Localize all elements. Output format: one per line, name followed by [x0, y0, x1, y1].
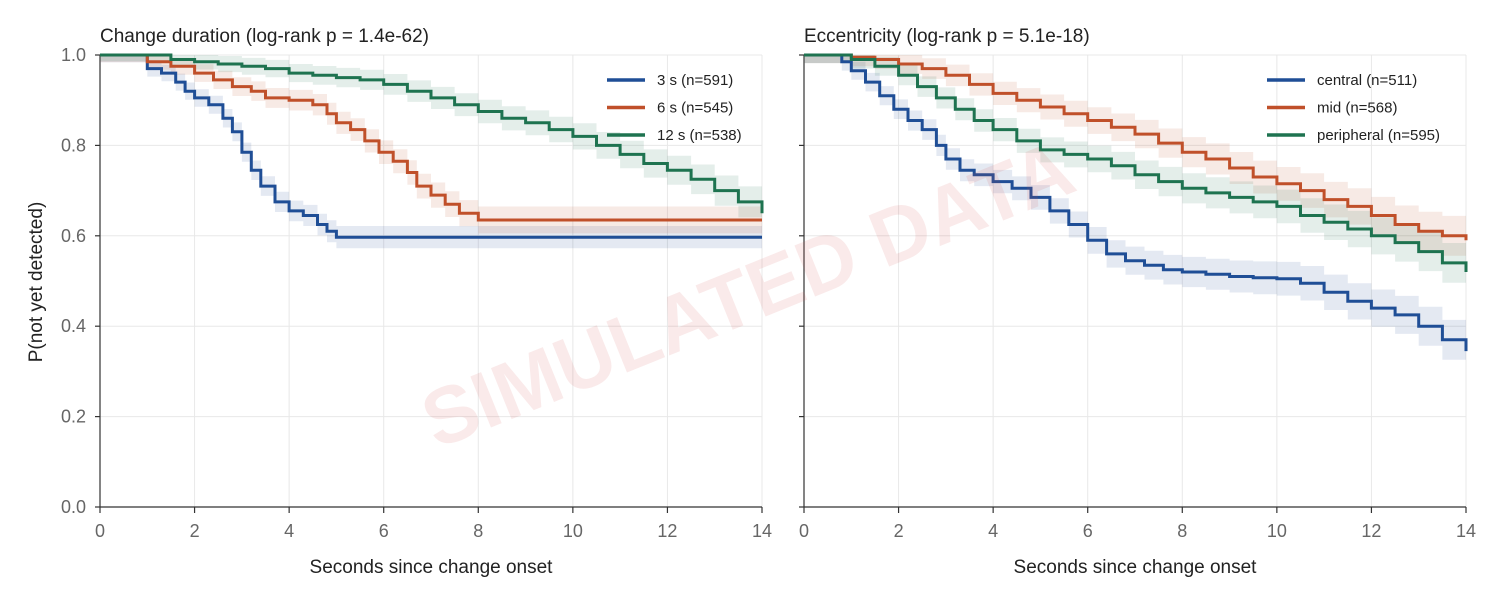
simulated-data-watermark: SIMULATED DATA — [410, 123, 1086, 465]
legend-label-1: 3 s (n=591) — [657, 72, 733, 89]
legend-label-2: 6 s (n=545) — [657, 100, 733, 117]
x-tick-label: 10 — [1267, 521, 1287, 541]
panel-title: Eccentricity (log-rank p = 5.1e-18) — [804, 26, 1090, 47]
x-tick-label: 0 — [95, 521, 105, 541]
y-tick-label: 0.4 — [61, 316, 86, 336]
x-tick-label: 4 — [284, 521, 294, 541]
y-tick-label: 1.0 — [61, 45, 86, 65]
x-tick-label: 6 — [1083, 521, 1093, 541]
x-tick-label: 12 — [657, 521, 677, 541]
legend-label-1: central (n=511) — [1317, 72, 1417, 89]
confidence-band-1 — [804, 55, 1466, 372]
series-line-1 — [100, 53, 762, 239]
y-tick-label: 0.0 — [61, 497, 86, 517]
x-tick-label: 10 — [563, 521, 583, 541]
x-tick-label: 4 — [988, 521, 998, 541]
series-line-1 — [804, 53, 1468, 352]
series-line-3 — [804, 53, 1468, 272]
legend-label-2: mid (n=568) — [1317, 100, 1397, 117]
y-axis-label: P(not yet detected) — [26, 202, 47, 363]
legend-label-3: 12 s (n=538) — [657, 127, 742, 144]
panel-title: Change duration (log-rank p = 1.4e-62) — [100, 26, 429, 47]
x-tick-label: 8 — [473, 521, 483, 541]
panels: 0 2 4 6 8 10 12 14 0.0 0.2 0.4 0.6 0.8 1.0 Change dura… — [61, 26, 1476, 578]
confidence-band-1 — [100, 55, 762, 256]
x-axis-label: Seconds since change onset — [310, 557, 554, 578]
confidence-band-2 — [804, 55, 1466, 261]
x-tick-label: 14 — [752, 521, 772, 541]
x-tick-label: 6 — [379, 521, 389, 541]
chart-panel-1: 0 2 4 6 8 10 12 14 0.0 0.2 0.4 0.6 0.8 1.0 Change dura… — [61, 26, 772, 578]
x-axis-label: Seconds since change onset — [1014, 557, 1258, 578]
y-tick-label: 0.8 — [61, 135, 86, 155]
confidence-band-2 — [100, 55, 762, 239]
series-line-2 — [804, 53, 1468, 241]
legend-label-3: peripheral (n=595) — [1317, 127, 1440, 144]
x-tick-label: 2 — [894, 521, 904, 541]
x-tick-label: 14 — [1456, 521, 1476, 541]
x-tick-label: 0 — [799, 521, 809, 541]
x-tick-label: 2 — [190, 521, 200, 541]
series-line-3 — [100, 53, 764, 214]
y-tick-label: 0.2 — [61, 407, 86, 427]
series-line-2 — [100, 53, 762, 222]
chart-panel-2: 0 2 4 6 8 10 12 14 Eccentricity (log-rank p = 5.… — [799, 26, 1476, 578]
x-tick-label: 12 — [1361, 521, 1381, 541]
y-tick-label: 0.6 — [61, 226, 86, 246]
x-tick-label: 8 — [1177, 521, 1187, 541]
